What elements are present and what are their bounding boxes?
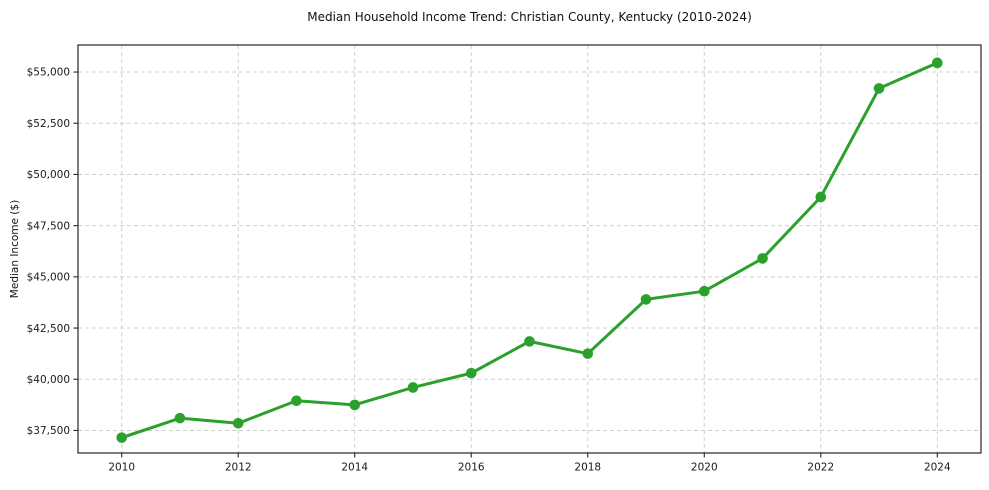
data-point-2024 — [932, 57, 943, 69]
x-tick-label: 2024 — [924, 462, 951, 474]
data-point-2021 — [757, 253, 768, 264]
data-point-2014 — [349, 399, 361, 411]
x-tick-label: 2010 — [108, 462, 135, 474]
y-tick-label: $52,500 — [27, 118, 70, 130]
data-point-2017 — [524, 336, 535, 347]
y-tick-label: $50,000 — [27, 169, 70, 181]
y-tick-label: $47,500 — [27, 220, 70, 232]
x-tick-label: 2012 — [225, 462, 252, 474]
data-point-2019 — [640, 294, 652, 305]
x-tick-label: 2018 — [574, 462, 601, 474]
chart-title: Median Household Income Trend: Christian… — [307, 10, 752, 24]
data-point-2018 — [582, 348, 594, 359]
trend-line — [120, 61, 939, 440]
y-tick-label: $55,000 — [27, 67, 70, 79]
data-point-2010 — [116, 432, 127, 443]
y-tick-label: $45,000 — [27, 272, 70, 284]
data-point-2011 — [174, 412, 186, 424]
y-tick-label: $40,000 — [27, 374, 70, 386]
y-tick-label: $37,500 — [27, 425, 70, 437]
data-point-2016 — [465, 367, 477, 379]
data-point-2013 — [291, 395, 302, 407]
data-point-2020 — [698, 285, 710, 297]
data-point-2023 — [873, 83, 885, 94]
x-tick-label: 2022 — [807, 462, 834, 474]
plot-border — [77, 44, 982, 454]
data-point-2022 — [815, 191, 827, 203]
x-tick-label: 2016 — [458, 462, 485, 474]
x-tick-label: 2020 — [691, 462, 718, 474]
x-tick-label: 2014 — [341, 462, 368, 474]
data-point-2012 — [232, 418, 244, 429]
data-point-2015 — [407, 382, 419, 393]
y-tick-label: $42,500 — [27, 323, 70, 335]
